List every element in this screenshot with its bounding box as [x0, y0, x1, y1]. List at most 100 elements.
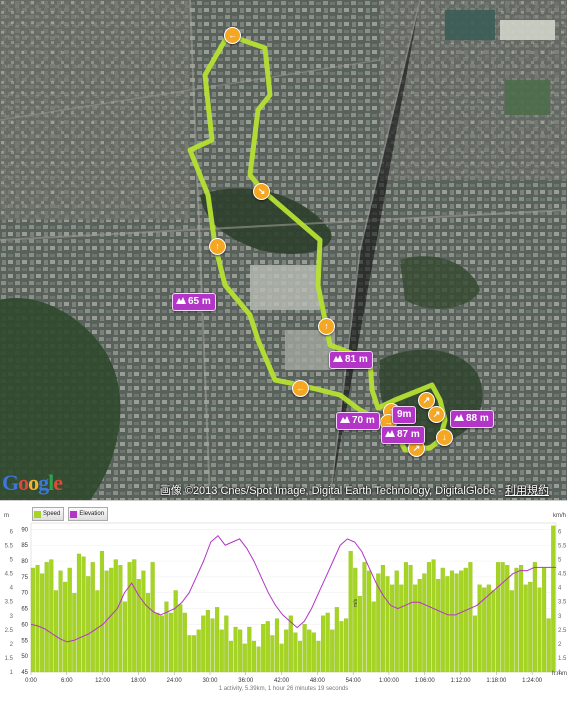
right-axis-unit: km/h: [553, 513, 567, 519]
route-marker-icon[interactable]: ←: [224, 27, 241, 44]
mountain-icon: [333, 355, 343, 362]
speed-bar: [495, 562, 501, 673]
x-tick-label: 54:00: [346, 678, 362, 684]
left-tick-label: 60: [21, 622, 28, 628]
speed-bar: [523, 584, 528, 673]
speed-bar: [293, 632, 298, 673]
speed-bar: [53, 590, 58, 673]
x-tick-label: 48:00: [310, 678, 326, 684]
speed-bar: [164, 601, 169, 673]
legend-elevation-toggle[interactable]: Elevation: [68, 507, 109, 521]
speed-bar: [463, 567, 468, 673]
speed-bar: [477, 584, 482, 673]
elevation-label[interactable]: 87 m: [381, 426, 425, 444]
speed-bar: [284, 629, 289, 673]
speed-bar: [67, 567, 72, 673]
route-marker-icon[interactable]: ↗: [428, 406, 445, 423]
speed-bar: [238, 629, 243, 673]
speed-bar: [270, 635, 275, 673]
speed-bar: [505, 565, 510, 673]
speed-bar: [362, 562, 367, 673]
x-tick-label: 1:18:00: [486, 678, 507, 684]
satellite-map[interactable]: ← ↘ ↑ ↑ ← ↑ → ↗ ↗ ↓ ↗ 65 m 81 m 70 m 9m …: [0, 0, 567, 500]
speed-bar: [546, 618, 551, 673]
left-tick-label: 50: [21, 654, 28, 660]
speed-bar: [63, 581, 68, 673]
map-attribution: 画像 ©2013 Cnes/Spot Image, Digital Earth …: [159, 485, 549, 497]
speed-bar: [468, 562, 473, 673]
speed-bar: [274, 618, 280, 673]
speed-bar: [390, 584, 395, 673]
mountain-icon: [385, 430, 395, 437]
speed-bar: [86, 576, 91, 673]
route-marker-icon[interactable]: ←: [292, 380, 309, 397]
speed-bar: [371, 601, 376, 673]
route-marker-icon[interactable]: ↓: [436, 429, 453, 446]
right-tick-label: 3: [558, 614, 562, 620]
right-tick-label: 2.5: [558, 628, 567, 634]
elevation-label[interactable]: 88 m: [450, 410, 494, 428]
left-tick-label: 65: [21, 607, 28, 613]
speed-bar: [228, 640, 233, 673]
speed-bar: [192, 635, 197, 673]
x-tick-label: 18:00: [131, 678, 147, 684]
speed-bar: [247, 626, 252, 673]
speed-bar: [178, 604, 183, 673]
speed-tick-label: 6: [10, 529, 14, 535]
speed-bar: [224, 615, 229, 673]
speed-bar: [330, 629, 335, 673]
speed-swatch-icon: [34, 510, 41, 518]
x-tick-label: 30:00: [202, 678, 218, 684]
speed-bar: [532, 562, 537, 673]
x-tick-label: 42:00: [274, 678, 290, 684]
speed-bar: [288, 615, 293, 673]
elevation-label[interactable]: 9m: [392, 406, 417, 424]
speed-bar: [49, 559, 54, 673]
speed-tick-label: 3: [10, 614, 14, 620]
speed-bar: [95, 590, 100, 673]
speed-tick-label: 2: [10, 642, 14, 648]
speed-bar: [325, 612, 330, 673]
speed-bar: [109, 567, 114, 673]
elevation-label[interactable]: 70 m: [336, 412, 380, 430]
activity-summary: 1 activity, 5.39km, 1 hour 26 minutes 19…: [218, 686, 349, 692]
speed-bar: [417, 579, 422, 673]
speed-bar: [408, 565, 413, 673]
speed-bar: [173, 590, 178, 673]
speed-bar: [399, 584, 404, 673]
speed-bar: [145, 593, 151, 673]
x-tick-label: 6:00: [61, 678, 73, 684]
chart-plot[interactable]: 0:00 6:00 12:00 18:00 24:00 30:00 36:00 42:00 48…: [0, 501, 567, 696]
right-tick-label: 2: [558, 642, 562, 648]
terms-link[interactable]: 利用規約: [505, 485, 549, 497]
elevation-label[interactable]: 65 m: [172, 293, 216, 311]
speed-bar: [367, 570, 372, 673]
speed-bar: [155, 612, 160, 673]
speed-bar: [104, 570, 109, 673]
speed-bar: [187, 635, 192, 673]
speed-bar: [201, 615, 206, 673]
speed-tick-label: 3.5: [5, 600, 14, 606]
legend-speed-toggle[interactable]: Speed: [32, 507, 65, 521]
left-tick-label: 55: [21, 638, 28, 644]
route-marker-icon[interactable]: ↗: [418, 392, 435, 409]
speed-tick-label: 4: [10, 586, 14, 592]
speed-bar: [219, 629, 224, 673]
speed-bar: [127, 562, 132, 673]
speed-bar: [426, 562, 432, 673]
route-marker-icon[interactable]: ↑: [318, 318, 335, 335]
mountain-icon: [340, 416, 350, 423]
speed-tick-label: 1.5: [5, 656, 14, 662]
left-tick-label: 45: [21, 670, 28, 676]
x-tick-label: 1:00:00: [379, 678, 400, 684]
route-marker-icon[interactable]: ↘: [253, 183, 270, 200]
speed-bar: [30, 567, 35, 673]
speed-bar: [72, 593, 77, 673]
x-tick-label: 24:00: [167, 678, 183, 684]
speed-bar: [357, 595, 362, 673]
elevation-swatch-icon: [70, 510, 78, 518]
route-marker-icon[interactable]: ↑: [209, 238, 226, 255]
speed-bar: [551, 525, 556, 673]
speed-bar: [459, 570, 464, 673]
elevation-label[interactable]: 81 m: [329, 351, 373, 369]
